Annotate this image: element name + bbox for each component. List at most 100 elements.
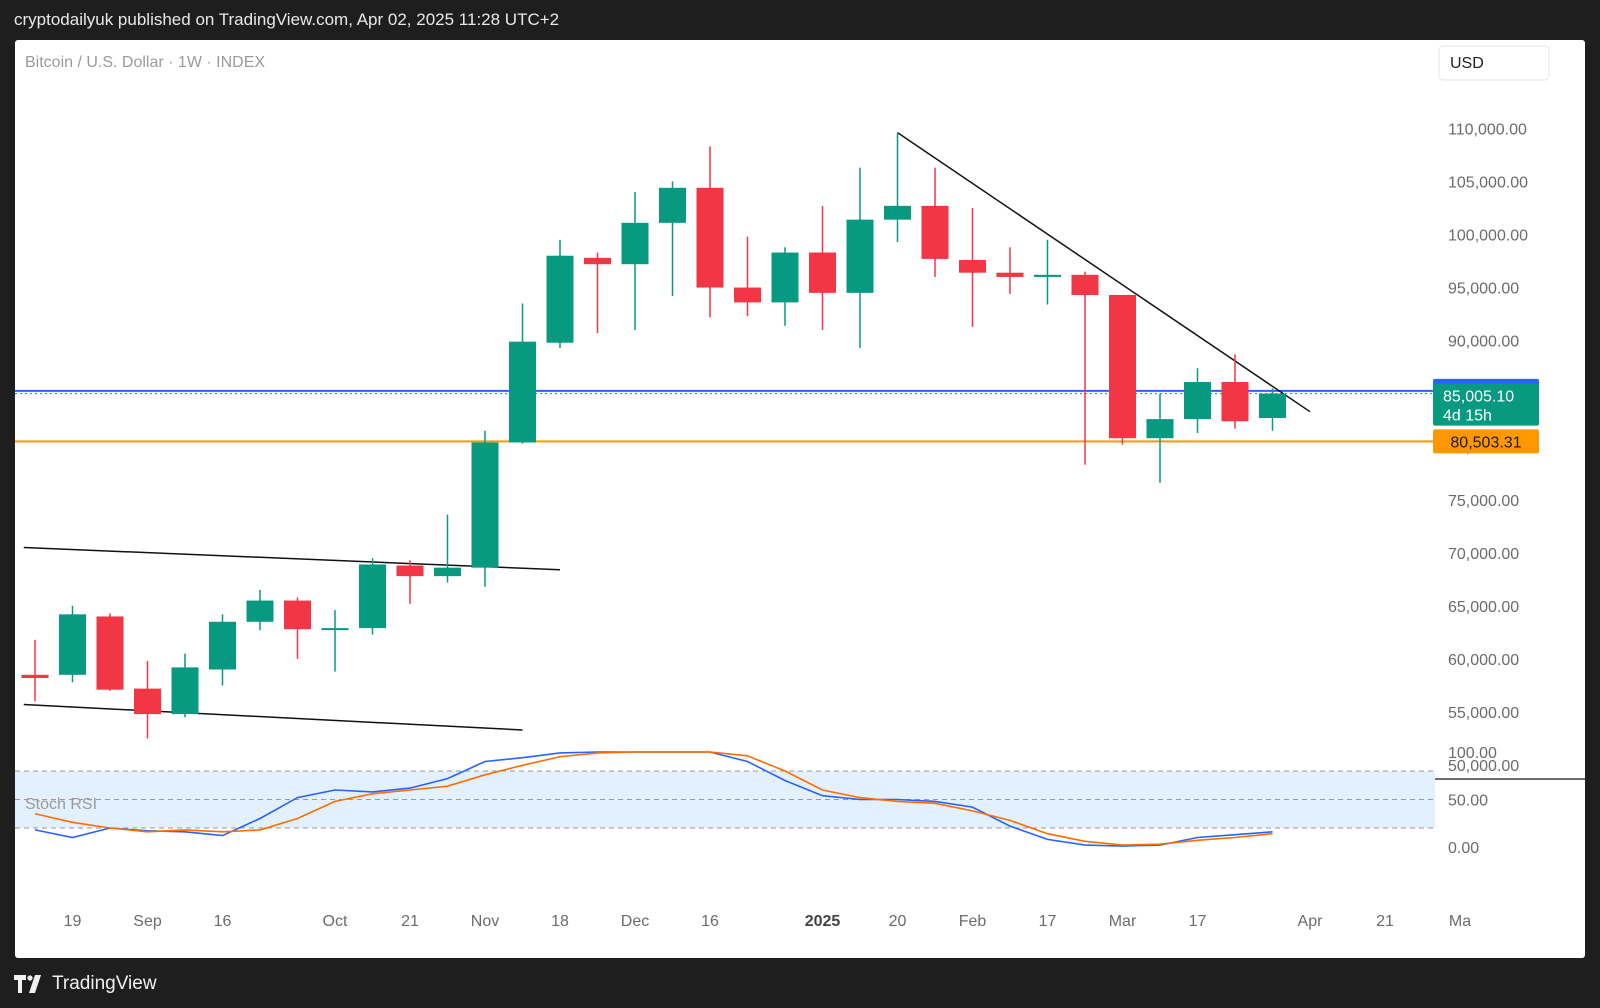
trendline — [897, 132, 1311, 413]
candle — [509, 303, 536, 444]
y-tick-label: 105,000.00 — [1448, 174, 1528, 191]
chart-panel[interactable]: 50,000.00 55,000.00 60,000.00 65,000.00 70,0… — [15, 40, 1585, 958]
y-tick-label: 75,000.00 — [1448, 493, 1519, 510]
tradingview-footer: TradingView — [14, 972, 157, 996]
candle-body — [284, 600, 311, 630]
current-price-label: 85,005.10 — [1443, 389, 1514, 406]
candle-body — [1184, 381, 1211, 420]
candle-body — [359, 564, 386, 629]
candle — [584, 252, 611, 334]
candle-body — [209, 621, 236, 670]
x-tick-label: 19 — [64, 913, 82, 930]
chart-svg[interactable]: 50,000.00 55,000.00 60,000.00 65,000.00 70,0… — [15, 40, 1585, 958]
candle — [1184, 368, 1211, 433]
x-tick-label: Feb — [959, 913, 987, 930]
x-tick-label: Ma — [1449, 913, 1471, 930]
y-tick-label: 100,000.00 — [1448, 228, 1528, 245]
candle-body — [1071, 274, 1099, 295]
trendline — [23, 703, 523, 731]
candle — [246, 589, 274, 631]
x-tick-label: 16 — [701, 913, 719, 930]
candle-body — [471, 442, 499, 568]
candle — [21, 639, 49, 702]
candle-body — [434, 567, 461, 577]
y-tick-label: 65,000.00 — [1448, 599, 1519, 616]
candle-body — [1221, 381, 1249, 422]
candle — [959, 207, 986, 327]
x-tick-label: Sep — [133, 913, 162, 930]
candle-body — [1146, 419, 1174, 439]
level-tag — [1433, 429, 1539, 454]
candle-body — [396, 565, 424, 577]
rsi-y-tick-label: 0.00 — [1448, 840, 1479, 857]
candle — [321, 610, 349, 672]
candle-body — [696, 187, 724, 288]
candle-body — [171, 667, 199, 715]
candle — [1109, 294, 1136, 445]
currency-button[interactable] — [1438, 45, 1550, 81]
x-tick-label: 17 — [1039, 913, 1057, 930]
x-tick-label: Nov — [471, 913, 499, 930]
candle — [96, 613, 124, 691]
x-tick-label: 20 — [889, 913, 907, 930]
candle-body — [734, 287, 761, 303]
candle-body — [809, 252, 836, 293]
stoch-rsi-title: Stoch RSI — [25, 796, 97, 813]
candle-body — [771, 252, 799, 303]
candle-body — [659, 187, 686, 223]
tradingview-logo-icon — [14, 975, 41, 993]
candle — [771, 247, 799, 326]
y-tick-label: 60,000.00 — [1448, 652, 1519, 669]
candle-body — [846, 219, 874, 293]
y-tick-label: 50,000.00 — [1448, 758, 1519, 775]
candle — [59, 605, 86, 683]
x-tick-label: 16 — [214, 913, 232, 930]
candle — [134, 661, 161, 739]
candle-body — [546, 255, 574, 343]
candle — [1071, 271, 1099, 465]
candle-body — [884, 205, 911, 220]
candle — [1259, 388, 1286, 431]
y-tick-label: 90,000.00 — [1448, 334, 1519, 351]
candle — [1221, 354, 1249, 429]
candle — [209, 614, 236, 686]
x-tick-label: 21 — [401, 913, 419, 930]
tradingview-brand: TradingView — [52, 973, 157, 994]
chart-title: Bitcoin / U.S. Dollar · 1W · INDEX — [25, 54, 265, 71]
x-tick-label: 21 — [1376, 913, 1394, 930]
currency-button-label: USD — [1450, 55, 1484, 72]
candle — [434, 514, 461, 583]
x-tick-label: 2025 — [805, 913, 841, 930]
y-tick-label: 95,000.00 — [1448, 281, 1519, 298]
candle — [809, 205, 836, 330]
x-tick-label: Dec — [621, 913, 649, 930]
current-price-tag — [1433, 383, 1539, 426]
candle — [884, 132, 911, 242]
candle — [396, 560, 424, 604]
candle-body — [1109, 294, 1136, 439]
candle — [471, 430, 499, 587]
candle — [696, 146, 724, 318]
candle-body — [1034, 274, 1061, 277]
rsi-y-tick-label: 50.00 — [1448, 793, 1488, 810]
candle-body — [321, 628, 349, 631]
candle-body — [1259, 393, 1286, 419]
candle — [846, 167, 874, 349]
candle — [171, 653, 199, 718]
candle — [546, 239, 574, 349]
x-tick-label: 17 — [1189, 913, 1207, 930]
candle-body — [134, 688, 161, 715]
candle-body — [921, 205, 949, 259]
candle-body — [621, 222, 649, 265]
x-tick-label: Apr — [1298, 913, 1324, 930]
trendline — [23, 546, 561, 571]
candle — [921, 167, 949, 277]
candle-body — [59, 614, 86, 675]
candle-body — [246, 600, 274, 622]
x-tick-label: Oct — [323, 913, 348, 930]
candle-body — [96, 616, 124, 690]
candle — [996, 247, 1024, 294]
y-tick-label: 70,000.00 — [1448, 546, 1519, 563]
candle — [1034, 239, 1061, 305]
rsi-y-tick-label: 100.00 — [1448, 745, 1497, 762]
